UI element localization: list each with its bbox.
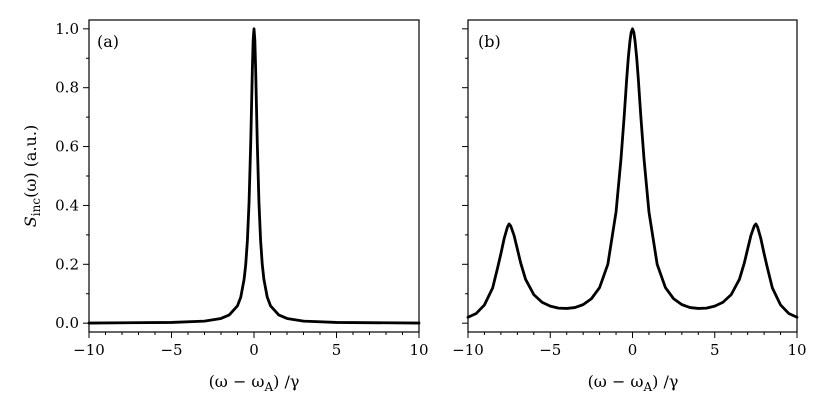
x-tick-label: 0 [628,341,638,359]
y-axis-label: Sinc(ω) (a.u.) [21,125,43,227]
y-tick-label: 0.6 [55,138,79,156]
x-tick-label: 0 [249,341,259,359]
y-tick-label: 1.0 [55,20,79,38]
x-tick-label: −5 [160,341,182,359]
panel-b-label: (b) [478,32,501,51]
x-tick-label: −5 [539,341,561,359]
x-tick-label: 10 [787,341,806,359]
panel-a: (a) −10 −5 0 5 10 0.0 0.2 0.4 0.6 0.8 1.0 (ω − ωA)… [21,19,429,394]
panel-b-x-axis-label: (ω − ωA) /γ [588,372,679,394]
panel-b-spectrum-line [466,27,799,319]
x-tick-label: 5 [332,341,342,359]
panel-a-x-axis-label: (ω − ωA) /γ [209,372,300,394]
panel-b-frame [467,19,798,333]
panel-b-ticks: −10 −5 0 5 10 [452,28,807,359]
y-tick-label: 0.0 [55,314,79,332]
y-tick-label: 0.8 [55,79,79,97]
y-tick-label: 0.2 [55,255,79,273]
x-tick-label: 10 [409,341,428,359]
x-tick-label: −10 [73,341,105,359]
panel-a-label: (a) [97,32,119,51]
panel-a-ticks: −10 −5 0 5 10 0.0 0.2 0.4 0.6 0.8 1.0 [55,20,428,359]
x-tick-label: −10 [452,341,484,359]
panel-b: (b) −10 −5 0 5 10 (ω − ωA) /γ [452,19,807,394]
panel-a-spectrum-line [87,27,421,325]
x-tick-label: 5 [710,341,720,359]
y-tick-label: 0.4 [55,196,79,214]
panel-a-frame [88,19,420,333]
